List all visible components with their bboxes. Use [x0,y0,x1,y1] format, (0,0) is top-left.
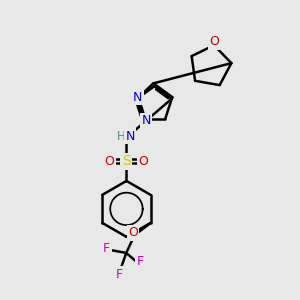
Text: N: N [141,114,151,127]
Text: F: F [103,242,110,255]
Text: F: F [136,255,144,268]
Text: S: S [122,154,131,168]
Text: O: O [209,35,219,48]
Text: O: O [128,226,138,239]
Text: F: F [115,268,122,281]
Text: O: O [138,155,148,168]
Text: H: H [117,130,125,143]
Text: O: O [105,155,115,168]
Text: N: N [133,91,142,104]
Text: N: N [125,130,135,143]
